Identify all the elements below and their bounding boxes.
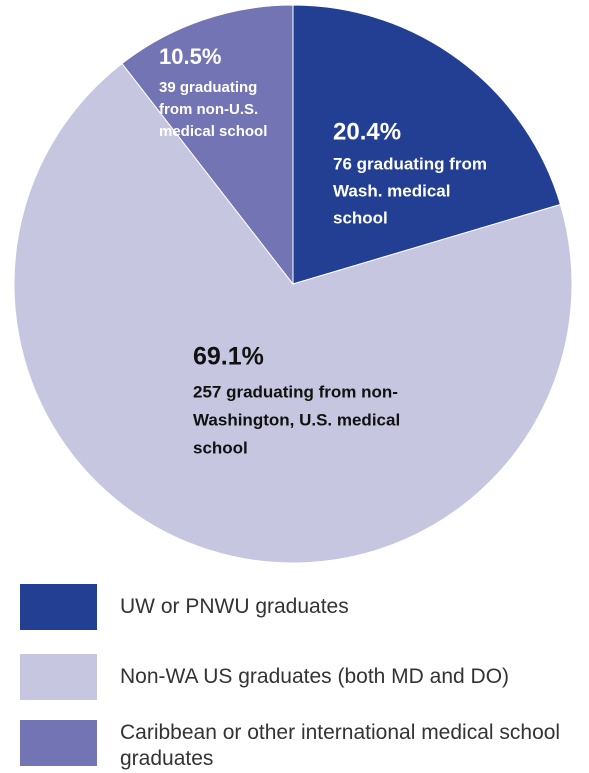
legend-item: Caribbean or other international medical… xyxy=(20,720,580,772)
legend-swatch xyxy=(20,654,97,700)
slice-annotation: medical school xyxy=(159,123,267,140)
pie-slice xyxy=(121,4,294,286)
slice-annotation: 257 graduating from non- xyxy=(193,382,398,401)
legend-label: Caribbean or other international medical… xyxy=(120,721,561,770)
legend-swatch xyxy=(20,584,97,630)
legend-item: UW or PNWU graduates xyxy=(20,584,580,630)
slice-annotation: school xyxy=(333,208,388,227)
pie-slice xyxy=(13,62,573,564)
legend-label: UW or PNWU graduates xyxy=(120,595,349,618)
pie-slice xyxy=(292,4,562,285)
slice-annotation: 76 graduating from xyxy=(333,154,487,173)
chart: 20.4% 76 graduating from Wash. medical scho… xyxy=(13,4,573,564)
slice-percent-label: 10.5% xyxy=(159,44,221,69)
slice-annotation: school xyxy=(193,438,248,457)
slice-percent-label: 69.1% xyxy=(193,343,264,371)
slice-annotation: from non-U.S. xyxy=(159,101,258,118)
slice-percent-label: 20.4% xyxy=(333,118,401,145)
legend-swatch xyxy=(20,720,97,766)
legend-label: Non-WA US graduates (both MD and DO) xyxy=(120,665,510,688)
legend-item: Non-WA US graduates (both MD and DO) xyxy=(20,654,580,700)
slice-annotation: 39 graduating xyxy=(159,79,257,96)
slice-annotation: Washington, U.S. medical xyxy=(193,410,400,429)
slice-annotation: Wash. medical xyxy=(333,181,450,200)
